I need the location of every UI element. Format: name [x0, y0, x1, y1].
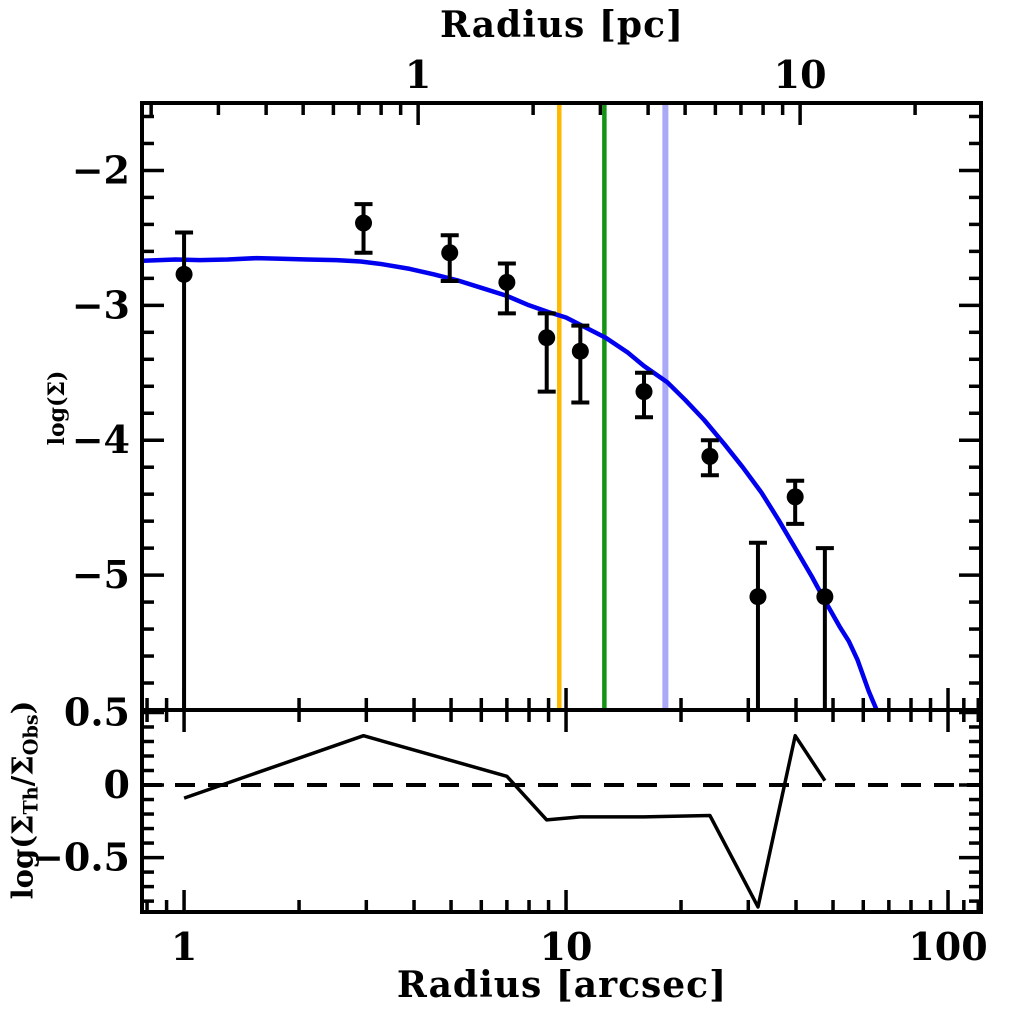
- top-axis-tick-label: 10: [774, 52, 827, 97]
- data-point: [749, 588, 767, 606]
- data-point: [441, 244, 459, 262]
- residual-y-title-suffix: ): [5, 700, 40, 715]
- residual-y-title-prefix: log(Σ: [5, 814, 40, 900]
- data-point: [538, 329, 556, 347]
- bottom-axis-title: Radius [arcsec]: [396, 964, 728, 1006]
- data-point: [816, 588, 834, 606]
- main-y-axis-title: log(Σ): [44, 370, 70, 446]
- y-tick-label: −2: [72, 147, 130, 192]
- data-point: [498, 273, 516, 291]
- residual-y-title-sub-obs: Obs: [19, 714, 43, 756]
- y-tick-label: −3: [72, 282, 130, 327]
- residual-y-tick-label: −0.5: [32, 835, 130, 880]
- top-axis-title: Radius [pc]: [439, 4, 685, 46]
- y-tick-label: −4: [72, 417, 130, 462]
- data-point: [355, 214, 373, 232]
- residual-panel-border: [140, 708, 983, 914]
- x-tick-label: 1: [171, 924, 197, 969]
- top-axis-tick-label: 1: [405, 52, 431, 97]
- data-point: [571, 342, 589, 360]
- residual-y-title-sub-th: Th: [19, 786, 43, 815]
- data-point: [786, 488, 804, 506]
- residual-y-tick-label: 0: [104, 762, 130, 807]
- x-tick-label: 10: [540, 924, 593, 969]
- x-tick-label: 100: [908, 924, 987, 969]
- model-curve: [142, 255, 880, 710]
- residual-curve: [183, 733, 827, 909]
- data-point: [175, 265, 193, 283]
- data-point: [701, 447, 719, 465]
- data-point: [635, 383, 653, 401]
- residual-y-axis-title: log(ΣTh/ΣObs): [5, 701, 42, 900]
- y-tick-label: −5: [72, 552, 130, 597]
- residual-y-tick-label: 0.5: [64, 689, 130, 734]
- residual-y-title-mid: /Σ: [5, 755, 40, 787]
